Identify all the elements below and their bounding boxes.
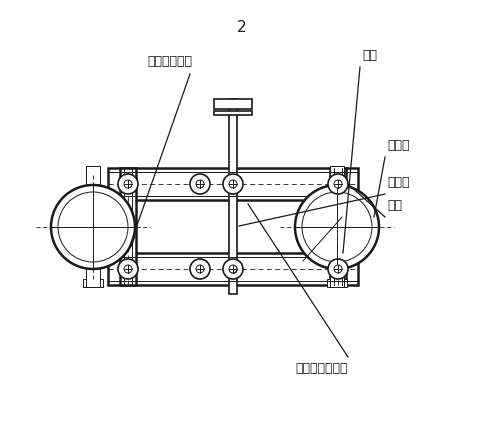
Circle shape	[295, 186, 379, 269]
Circle shape	[229, 180, 237, 189]
Bar	[108, 254, 358, 285]
Bar	[229, 100, 237, 294]
Circle shape	[223, 175, 243, 194]
Circle shape	[118, 259, 138, 279]
Circle shape	[190, 175, 210, 194]
Circle shape	[196, 265, 204, 273]
Text: 上环: 上环	[362, 49, 377, 62]
Circle shape	[51, 186, 135, 269]
Bar	[214, 112, 252, 116]
Bar	[120, 169, 136, 285]
Text: 千分表: 千分表	[387, 139, 409, 152]
Text: 接触杆: 接触杆	[387, 176, 409, 189]
Bar	[327, 279, 347, 287]
Text: 试块紧定螺钉: 试块紧定螺钉	[147, 55, 192, 68]
Circle shape	[334, 265, 342, 273]
Circle shape	[334, 180, 342, 189]
Bar	[86, 269, 100, 279]
Circle shape	[328, 175, 348, 194]
Bar	[214, 100, 252, 110]
Bar	[330, 166, 344, 287]
Circle shape	[328, 259, 348, 279]
Circle shape	[124, 265, 132, 273]
Circle shape	[58, 193, 128, 262]
Bar	[330, 269, 344, 279]
Circle shape	[223, 259, 243, 279]
Circle shape	[229, 265, 237, 273]
Bar	[83, 279, 103, 287]
Bar	[330, 169, 346, 285]
Circle shape	[190, 259, 210, 279]
Circle shape	[196, 180, 204, 189]
Bar	[108, 169, 358, 201]
Text: 2: 2	[237, 20, 247, 35]
Text: 固定板紧定螺钉: 固定板紧定螺钉	[295, 361, 348, 374]
Text: 下环: 下环	[387, 198, 402, 212]
Circle shape	[118, 175, 138, 194]
Circle shape	[124, 180, 132, 189]
Bar	[86, 166, 100, 287]
Circle shape	[302, 193, 372, 262]
